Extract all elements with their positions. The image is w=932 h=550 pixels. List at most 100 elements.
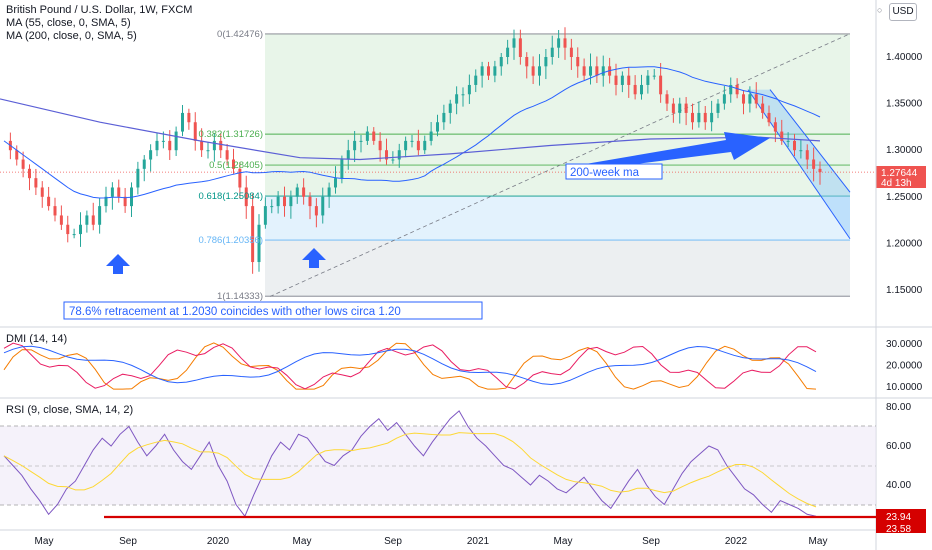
candle-body bbox=[193, 122, 197, 141]
time-tick: May bbox=[293, 536, 312, 547]
rsi-tick: 80.00 bbox=[886, 402, 911, 413]
candle-body bbox=[467, 84, 471, 95]
currency-button[interactable]: USD bbox=[889, 3, 917, 21]
ma55-line bbox=[3, 66, 821, 199]
candle-body bbox=[289, 196, 293, 207]
price-tick: 1.35000 bbox=[886, 99, 923, 110]
candle-body bbox=[200, 140, 204, 151]
candle-body bbox=[576, 57, 580, 67]
candle-body bbox=[678, 103, 682, 113]
fib-level-label: 0.5(1.28405) bbox=[209, 160, 263, 171]
candle-body bbox=[429, 131, 433, 141]
rsi-sma-line bbox=[3, 432, 817, 508]
countdown: 4d 13h bbox=[881, 178, 912, 189]
price-tick: 1.30000 bbox=[886, 145, 923, 156]
price-tick: 1.20000 bbox=[886, 238, 923, 249]
candle-body bbox=[28, 168, 31, 179]
moving-averages bbox=[0, 66, 821, 199]
candle-body bbox=[448, 103, 452, 113]
candle-body bbox=[359, 140, 363, 142]
candle-body bbox=[691, 112, 694, 123]
fib-level-label: 0.382(1.31726) bbox=[199, 129, 263, 140]
dmi-minus-line bbox=[3, 342, 817, 390]
candle-body bbox=[436, 122, 439, 132]
candle-body bbox=[812, 159, 816, 169]
candle-body bbox=[455, 94, 459, 104]
ma200-line bbox=[0, 98, 821, 161]
candle-body bbox=[353, 140, 357, 151]
dmi-lines bbox=[3, 342, 817, 390]
channel-lower bbox=[747, 89, 851, 240]
candle-body bbox=[404, 140, 408, 151]
candle-body bbox=[684, 103, 688, 113]
current-price: 1.27644 bbox=[881, 168, 918, 179]
candle-body bbox=[123, 196, 127, 207]
rsi-line bbox=[3, 410, 817, 518]
candle-body bbox=[799, 150, 803, 152]
candle-body bbox=[232, 159, 235, 169]
time-tick: May bbox=[809, 536, 828, 547]
candle-body bbox=[703, 112, 707, 123]
candle-body bbox=[671, 103, 675, 113]
time-tick: Sep bbox=[119, 536, 137, 547]
candle-body bbox=[423, 140, 427, 151]
candle-body bbox=[786, 140, 790, 142]
candle-body bbox=[314, 206, 318, 216]
candle-body bbox=[652, 75, 656, 77]
candle-body bbox=[308, 196, 312, 207]
candle-body bbox=[21, 159, 25, 169]
candle-body bbox=[79, 224, 82, 235]
candle-body bbox=[506, 47, 510, 57]
candle-body bbox=[601, 66, 605, 76]
candle-body bbox=[480, 66, 484, 76]
candle-body bbox=[34, 178, 38, 188]
price-tick: 1.25000 bbox=[886, 192, 923, 203]
price-axis[interactable]: 1.40000 1.35000 1.30000 1.25000 1.20000 1.150… bbox=[886, 52, 923, 296]
candle-body bbox=[219, 140, 223, 151]
dmi-tick: 10.0000 bbox=[886, 382, 923, 393]
candle-body bbox=[225, 150, 229, 160]
candle-body bbox=[754, 94, 758, 104]
ma-label: 200-week ma bbox=[570, 167, 640, 179]
candle-body bbox=[212, 140, 216, 151]
candle-body bbox=[244, 187, 248, 207]
alert-icon[interactable]: ○ bbox=[877, 5, 883, 15]
candle-body bbox=[697, 112, 701, 123]
candle-body bbox=[365, 131, 369, 141]
candle-body bbox=[710, 112, 714, 123]
fib-zone-blue bbox=[265, 196, 850, 241]
candle-body bbox=[385, 150, 388, 160]
candle-body bbox=[767, 112, 771, 123]
candle-body bbox=[659, 75, 663, 95]
fib-labels: 0(1.42476) 0.382(1.31726) 0.5(1.28405) 0.61… bbox=[199, 29, 263, 302]
rsi-tick: 60.00 bbox=[886, 441, 911, 452]
candle-body bbox=[442, 112, 446, 123]
rsi-axis: 80.00 60.00 40.00 bbox=[886, 402, 911, 491]
candle-body bbox=[416, 140, 420, 151]
candle-body bbox=[340, 159, 344, 179]
time-tick: May bbox=[35, 536, 54, 547]
candle-body bbox=[410, 140, 414, 142]
rsi-sma-tag bbox=[876, 523, 926, 533]
candle-body bbox=[748, 94, 752, 104]
candle-body bbox=[168, 140, 172, 151]
candle-body bbox=[780, 131, 784, 141]
candle-body bbox=[544, 57, 548, 67]
time-tick: Sep bbox=[642, 536, 660, 547]
rsi-sma-value: 23.58 bbox=[886, 524, 911, 535]
time-axis[interactable]: May Sep 2020 May Sep 2021 May Sep 2022 May bbox=[35, 536, 828, 547]
candle-body bbox=[104, 196, 108, 207]
candle-body bbox=[793, 140, 796, 151]
candle-body bbox=[716, 103, 720, 113]
ma200-label: MA (200, close, 0, SMA, 5) bbox=[6, 30, 137, 42]
candle-body bbox=[742, 94, 745, 104]
ma-label-box bbox=[565, 163, 663, 180]
candle-body bbox=[257, 224, 261, 263]
candle-body bbox=[155, 140, 159, 151]
candle-body bbox=[557, 38, 561, 48]
candle-body bbox=[805, 150, 809, 160]
candle-body bbox=[614, 75, 618, 85]
candle-body bbox=[525, 57, 529, 67]
time-tick: 2022 bbox=[725, 536, 748, 547]
